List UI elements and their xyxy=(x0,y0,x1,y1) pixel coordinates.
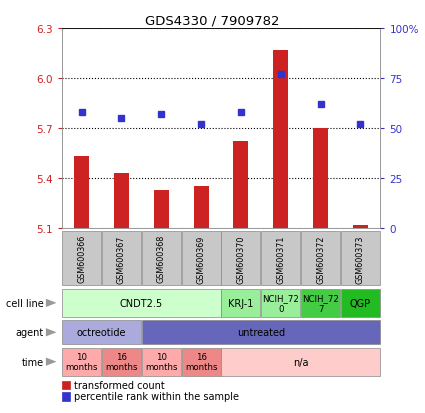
Text: 10
months: 10 months xyxy=(65,352,98,371)
Bar xyxy=(233,142,249,228)
Text: percentile rank within the sample: percentile rank within the sample xyxy=(74,392,238,401)
Text: cell line: cell line xyxy=(6,298,44,308)
Text: agent: agent xyxy=(16,328,44,337)
Text: untreated: untreated xyxy=(237,328,285,337)
Bar xyxy=(114,173,129,228)
Text: GSM600372: GSM600372 xyxy=(316,235,325,283)
Text: 16
months: 16 months xyxy=(105,352,138,371)
Text: transformed count: transformed count xyxy=(74,380,164,390)
Text: GSM600367: GSM600367 xyxy=(117,235,126,283)
Bar xyxy=(353,225,368,228)
Bar xyxy=(273,50,288,228)
Text: GSM600369: GSM600369 xyxy=(197,235,206,283)
Text: GSM600373: GSM600373 xyxy=(356,235,365,283)
Text: CNDT2.5: CNDT2.5 xyxy=(120,298,163,308)
Bar xyxy=(74,157,89,228)
Text: time: time xyxy=(22,357,44,367)
Bar xyxy=(154,190,169,228)
Text: GSM600371: GSM600371 xyxy=(276,235,285,283)
Text: NCIH_72
7: NCIH_72 7 xyxy=(302,294,339,313)
Bar xyxy=(313,128,328,228)
Text: GSM600366: GSM600366 xyxy=(77,235,86,283)
Text: GSM600370: GSM600370 xyxy=(236,235,245,283)
Bar xyxy=(193,187,209,228)
Text: GSM600368: GSM600368 xyxy=(157,235,166,283)
Text: n/a: n/a xyxy=(293,357,309,367)
Text: KRJ-1: KRJ-1 xyxy=(228,298,254,308)
Text: octreotide: octreotide xyxy=(77,328,126,337)
Text: 16
months: 16 months xyxy=(185,352,217,371)
Text: GDS4330 / 7909782: GDS4330 / 7909782 xyxy=(145,14,280,27)
Text: QGP: QGP xyxy=(350,298,371,308)
Text: 10
months: 10 months xyxy=(145,352,178,371)
Text: NCIH_72
0: NCIH_72 0 xyxy=(262,294,299,313)
